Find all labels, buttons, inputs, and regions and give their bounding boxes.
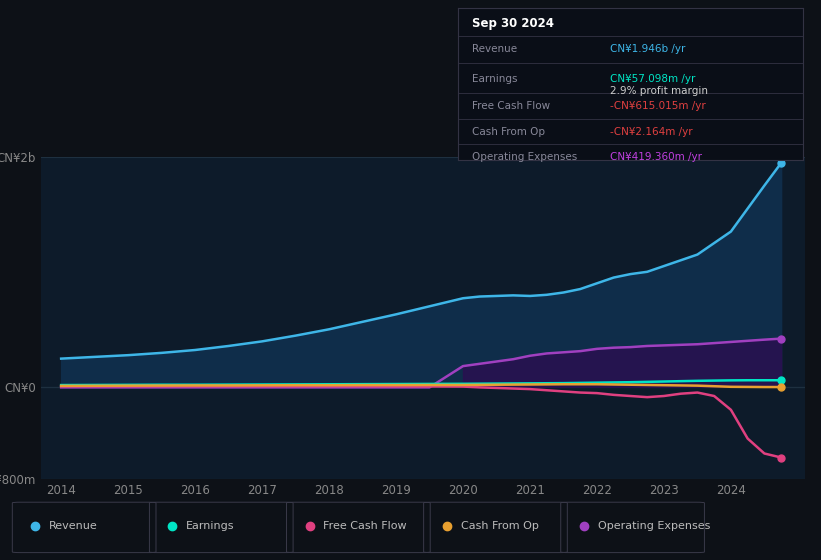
Text: Free Cash Flow: Free Cash Flow (472, 101, 550, 111)
Text: -CN¥615.015m /yr: -CN¥615.015m /yr (610, 101, 705, 111)
Text: Operating Expenses: Operating Expenses (598, 521, 710, 531)
Text: CN¥419.360m /yr: CN¥419.360m /yr (610, 152, 702, 162)
Text: CN¥57.098m /yr: CN¥57.098m /yr (610, 74, 695, 83)
Text: Cash From Op: Cash From Op (461, 521, 539, 531)
Text: Operating Expenses: Operating Expenses (472, 152, 577, 162)
Text: Revenue: Revenue (472, 44, 517, 54)
Text: CN¥1.946b /yr: CN¥1.946b /yr (610, 44, 686, 54)
Text: Sep 30 2024: Sep 30 2024 (472, 17, 554, 30)
Text: Free Cash Flow: Free Cash Flow (323, 521, 407, 531)
Text: Earnings: Earnings (472, 74, 517, 83)
Text: 2.9% profit margin: 2.9% profit margin (610, 86, 708, 96)
Text: Revenue: Revenue (49, 521, 98, 531)
Text: Cash From Op: Cash From Op (472, 127, 545, 137)
Text: -CN¥2.164m /yr: -CN¥2.164m /yr (610, 127, 692, 137)
Text: Earnings: Earnings (186, 521, 235, 531)
